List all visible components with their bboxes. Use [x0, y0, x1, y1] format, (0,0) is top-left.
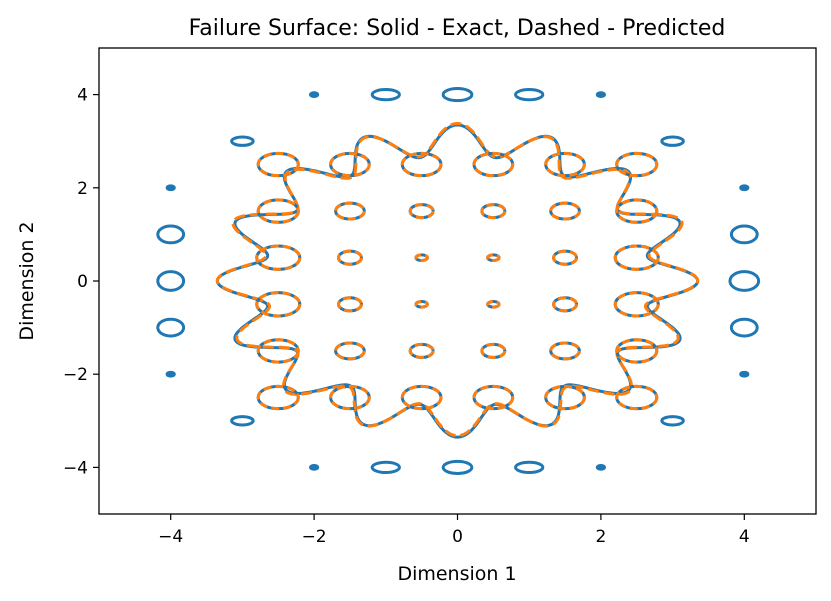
exact-island-contour	[739, 184, 750, 192]
exact-island-contour	[165, 184, 176, 192]
predicted-island-contour	[408, 342, 435, 359]
predicted-island-contour	[256, 151, 300, 178]
x-tick-label: 4	[739, 527, 750, 547]
predicted-island-contour	[613, 291, 660, 318]
exact-island-contour	[156, 317, 186, 338]
exact-island-contour	[595, 464, 606, 471]
y-tick-label: 0	[77, 272, 88, 292]
predicted-island-contour	[408, 203, 435, 220]
predicted-island-contour	[615, 198, 659, 224]
predicted-island-contour	[334, 341, 366, 361]
y-axis-label: Dimension 2	[16, 221, 38, 340]
predicted-island-contour	[615, 338, 659, 364]
plot-frame	[98, 47, 817, 515]
predicted-island-contour	[255, 244, 302, 271]
exact-island-contour	[370, 87, 401, 102]
exact-island-contour	[156, 270, 186, 292]
predicted-island-contour	[336, 249, 363, 266]
exact-island-contour	[156, 224, 186, 245]
predicted-island-contour	[414, 253, 429, 262]
predicted-island-contour	[486, 253, 501, 262]
x-tick-label: −2	[302, 527, 327, 547]
predicted-island-contour	[256, 338, 300, 364]
exact-island-contour	[729, 224, 759, 245]
exact-island-contour	[441, 87, 474, 103]
predicted-island-contour	[480, 203, 507, 220]
exact-island-contour	[595, 91, 606, 98]
predicted-island-contour	[552, 296, 579, 313]
predicted-island-contour	[336, 296, 363, 313]
x-tick-label: −4	[158, 527, 183, 547]
predicted-island-contour	[480, 342, 507, 359]
predicted-island-contour	[334, 201, 366, 221]
predicted-island-contour	[544, 384, 586, 411]
exact-island-contour	[309, 464, 320, 471]
predicted-island-contour	[472, 384, 515, 411]
exact-island-contour	[514, 460, 545, 475]
predicted-island-contour	[329, 151, 371, 178]
exact-island-contour	[514, 87, 545, 102]
y-tick-label: 4	[77, 86, 88, 106]
y-tick-label: −2	[63, 365, 88, 385]
x-axis-label: Dimension 1	[397, 563, 516, 585]
predicted-island-contour	[256, 198, 300, 224]
exact-island-contour	[230, 415, 255, 427]
predicted-island-contour	[544, 151, 586, 178]
predicted-island-contour	[549, 201, 581, 221]
predicted-island-contour	[615, 384, 659, 411]
predicted-island-contour	[400, 151, 443, 178]
exact-island-contour	[739, 370, 750, 378]
exact-island-contour	[309, 91, 320, 98]
predicted-island-contour	[486, 300, 501, 309]
exact-island-contour	[230, 135, 255, 147]
predicted-island-contour	[256, 384, 300, 411]
exact-island-contour	[370, 460, 401, 475]
plot-area	[156, 87, 761, 475]
exact-island-contour	[441, 459, 474, 475]
predicted-island-contour	[549, 341, 581, 361]
exact-island-contour	[165, 370, 176, 378]
predicted-island-contour	[615, 151, 659, 178]
exact-island-contour	[660, 415, 685, 427]
predicted-island-contour	[613, 244, 660, 271]
x-tick-label: 0	[452, 527, 463, 547]
predicted-island-contour	[472, 151, 515, 178]
x-tick-label: 2	[595, 527, 606, 547]
y-tick-label: 2	[77, 179, 88, 199]
predicted-island-contour	[414, 300, 429, 309]
exact-island-contour	[660, 135, 685, 147]
y-tick-label: −4	[63, 458, 88, 478]
exact-island-contour	[729, 317, 759, 338]
chart-title: Failure Surface: Solid - Exact, Dashed -…	[189, 16, 726, 41]
axis-ticks: −4 −2 0 2 4 −4 −2 0 2 4	[63, 86, 750, 547]
predicted-island-contour	[255, 291, 302, 318]
predicted-island-contour	[400, 384, 443, 411]
predicted-boundary-contour	[215, 121, 700, 438]
exact-island-contour	[728, 270, 761, 292]
predicted-island-contour	[329, 384, 371, 411]
predicted-island-contour	[552, 249, 579, 266]
